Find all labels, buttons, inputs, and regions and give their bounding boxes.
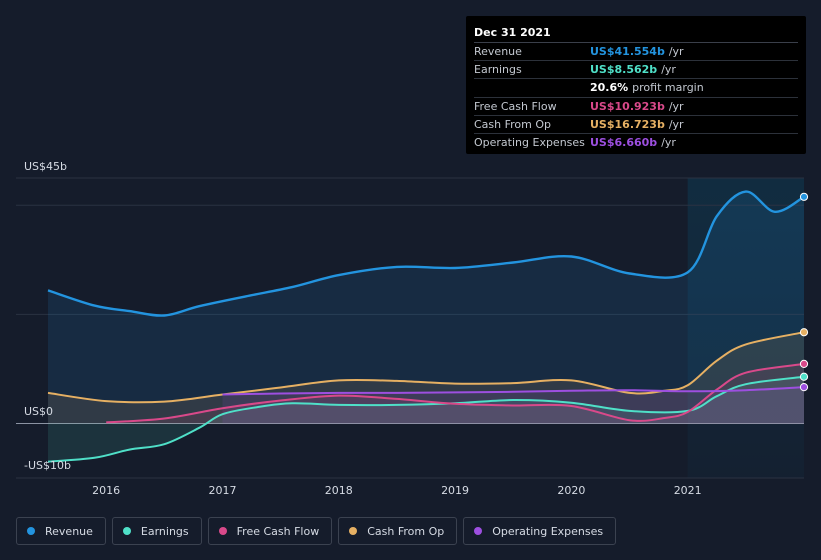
series-line-cash-from-op: [47, 331, 805, 404]
tooltip-row-unit: /yr: [668, 99, 684, 113]
x-tick-label: 2020: [557, 484, 585, 497]
endpoint-revenue: [799, 192, 809, 201]
tooltip-row-label: Operating Expenses: [474, 135, 585, 149]
tooltip-row-value: US$16.723b: [590, 117, 665, 131]
tooltip-row: 20.6% profit margin: [474, 79, 798, 98]
legend-item-revenue[interactable]: Revenue: [16, 517, 106, 545]
legend-dot-icon: [349, 527, 358, 535]
forecast-highlight: [687, 178, 804, 478]
tooltip-row-value: US$8.562b: [590, 63, 658, 77]
y-tick-top: US$45b: [24, 160, 67, 173]
legend-label: Revenue: [45, 524, 93, 538]
legend-label: Earnings: [140, 524, 189, 538]
x-tick-label: 2021: [674, 484, 702, 497]
legend-label: Free Cash Flow: [236, 524, 320, 538]
endpoint-cash-from-op: [799, 328, 809, 337]
tooltip-date: Dec 31 2021: [474, 24, 798, 43]
legend-item-operating-expenses[interactable]: Operating Expenses: [463, 517, 617, 545]
tooltip-panel: Dec 31 2021 Revenue US$41.554b/yr Earnings…: [466, 16, 806, 154]
tooltip-row-label: Revenue: [474, 45, 522, 58]
series-line-revenue: [47, 190, 805, 317]
tooltip-row-unit: /yr: [661, 63, 676, 77]
legend-dot-icon: [27, 527, 35, 535]
area-earnings: [48, 376, 804, 462]
legend-dot-icon: [474, 527, 483, 535]
x-tick-label: 2019: [441, 484, 469, 497]
x-tick-label: 2018: [325, 484, 353, 497]
tooltip-row-unit: /yr: [668, 45, 684, 58]
tooltip-row: Cash From Op US$16.723b/yr: [474, 116, 798, 134]
tooltip-row: Free Cash Flow US$10.923b/yr: [474, 98, 798, 116]
tooltip-row-value: US$41.554b: [590, 45, 665, 58]
tooltip-row: Revenue US$41.554b/yr: [474, 43, 798, 62]
area-free-cash-flow: [106, 363, 804, 424]
series-line-operating-expenses: [222, 386, 805, 396]
legend: Revenue Earnings Free Cash Flow Cash From O…: [16, 517, 622, 545]
tooltip-row-label: Cash From Op: [474, 117, 552, 131]
endpoint-operating-expenses: [799, 383, 809, 392]
legend-item-cash-from-op[interactable]: Cash From Op: [338, 517, 458, 545]
tooltip-row-label: Earnings: [474, 63, 522, 77]
area-revenue: [48, 191, 804, 424]
area-cash-from-op: [48, 332, 804, 424]
endpoint-earnings: [799, 372, 809, 381]
tooltip-row-value: 20.6%: [590, 81, 629, 95]
legend-label: Operating Expenses: [492, 524, 604, 538]
tooltip-row: Operating Expenses US$6.660b/yr: [474, 134, 798, 151]
tooltip-row-label: [474, 79, 590, 96]
tooltip-row-value: US$6.660b: [590, 135, 658, 149]
tooltip-row-value: US$10.923b: [590, 99, 665, 113]
legend-item-earnings[interactable]: Earnings: [111, 517, 202, 545]
legend-dot-icon: [218, 527, 227, 535]
y-tick-bottom: -US$10b: [24, 459, 71, 472]
x-tick-label: 2017: [208, 484, 236, 497]
tooltip-row: Earnings US$8.562b/yr: [474, 61, 798, 80]
legend-label: Cash From Op: [367, 524, 445, 538]
tooltip-row-unit: /yr: [661, 135, 676, 149]
series-line-free-cash-flow: [106, 362, 805, 424]
legend-item-free-cash-flow[interactable]: Free Cash Flow: [207, 517, 333, 545]
tooltip-row-unit: profit margin: [632, 81, 704, 95]
tooltip-row-label: Free Cash Flow: [474, 99, 557, 113]
legend-dot-icon: [122, 527, 131, 535]
endpoint-free-cash-flow: [799, 359, 809, 368]
y-tick-zero: US$0: [24, 405, 53, 418]
x-tick-label: 2016: [92, 484, 120, 497]
tooltip-row-unit: /yr: [668, 117, 684, 131]
